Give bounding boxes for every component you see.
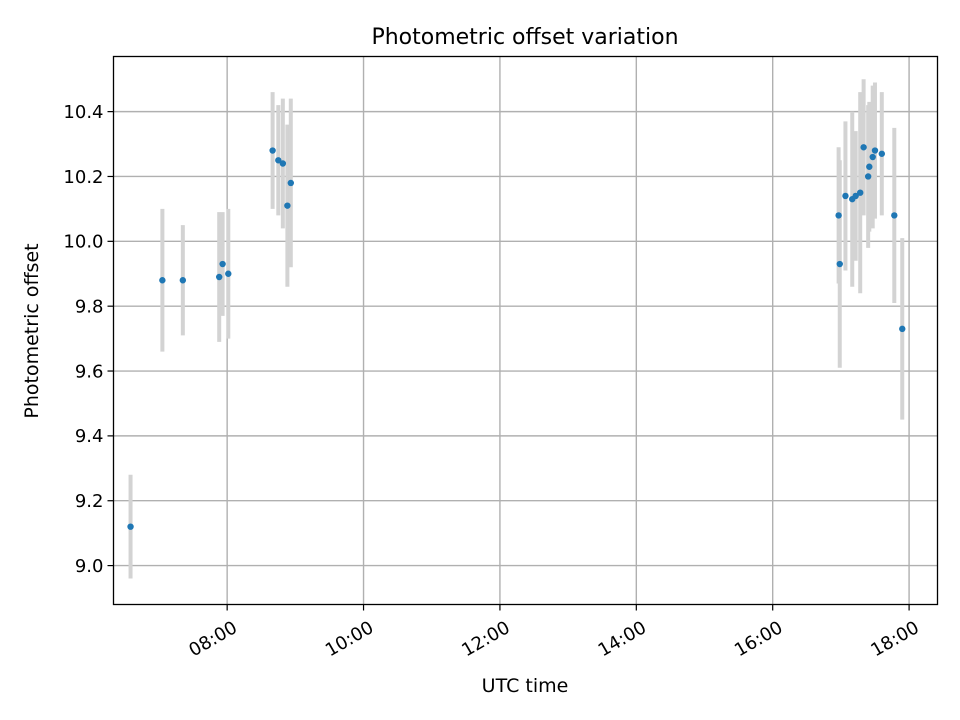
data-point [127,523,134,530]
data-point [159,277,166,284]
data-points [127,144,906,530]
y-tick-label: 9.4 [75,426,104,447]
chart-title: Photometric offset variation [371,25,678,50]
y-tick-label: 9.8 [75,296,104,317]
data-point [287,179,295,187]
data-point [878,150,886,157]
data-point [866,163,873,170]
data-point [225,270,232,277]
axis-ticks: 08:00 10:00 12:00 14:00 16:00 18:00 9.0 9.2 9.4 9… [63,102,922,661]
data-point [857,189,864,196]
error-bars [128,79,905,579]
y-tick-label: 10.0 [63,232,103,253]
data-point [215,273,223,281]
y-tick-label: 10.4 [63,102,103,123]
data-point [836,260,843,268]
x-tick-label: 12:00 [458,617,513,661]
data-point [899,325,906,333]
data-point [279,160,287,167]
data-point [835,212,842,219]
x-tick-label: 18:00 [867,617,922,661]
x-tick-label: 16:00 [731,617,786,661]
x-axis-label: UTC time [482,675,569,697]
y-tick-label: 9.0 [75,556,104,577]
data-point [871,147,879,154]
x-tick-label: 08:00 [185,617,240,661]
data-point [852,192,859,200]
data-point [219,260,226,268]
data-point [284,202,291,209]
grid-lines [113,56,938,605]
y-axis-label: Photometric offset [21,243,43,418]
data-point [869,153,876,161]
data-point [842,192,849,200]
data-point [891,212,898,219]
y-tick-label: 9.6 [75,361,104,382]
y-tick-label: 10.2 [63,167,103,188]
x-tick-label: 10:00 [322,617,377,661]
data-point [864,173,872,180]
data-point [269,147,276,154]
x-tick-label: 14:00 [595,617,650,661]
data-point [275,157,282,164]
data-point [860,144,867,151]
data-point [179,277,187,284]
plot-frame [112,55,939,606]
y-tick-label: 9.2 [75,491,104,512]
